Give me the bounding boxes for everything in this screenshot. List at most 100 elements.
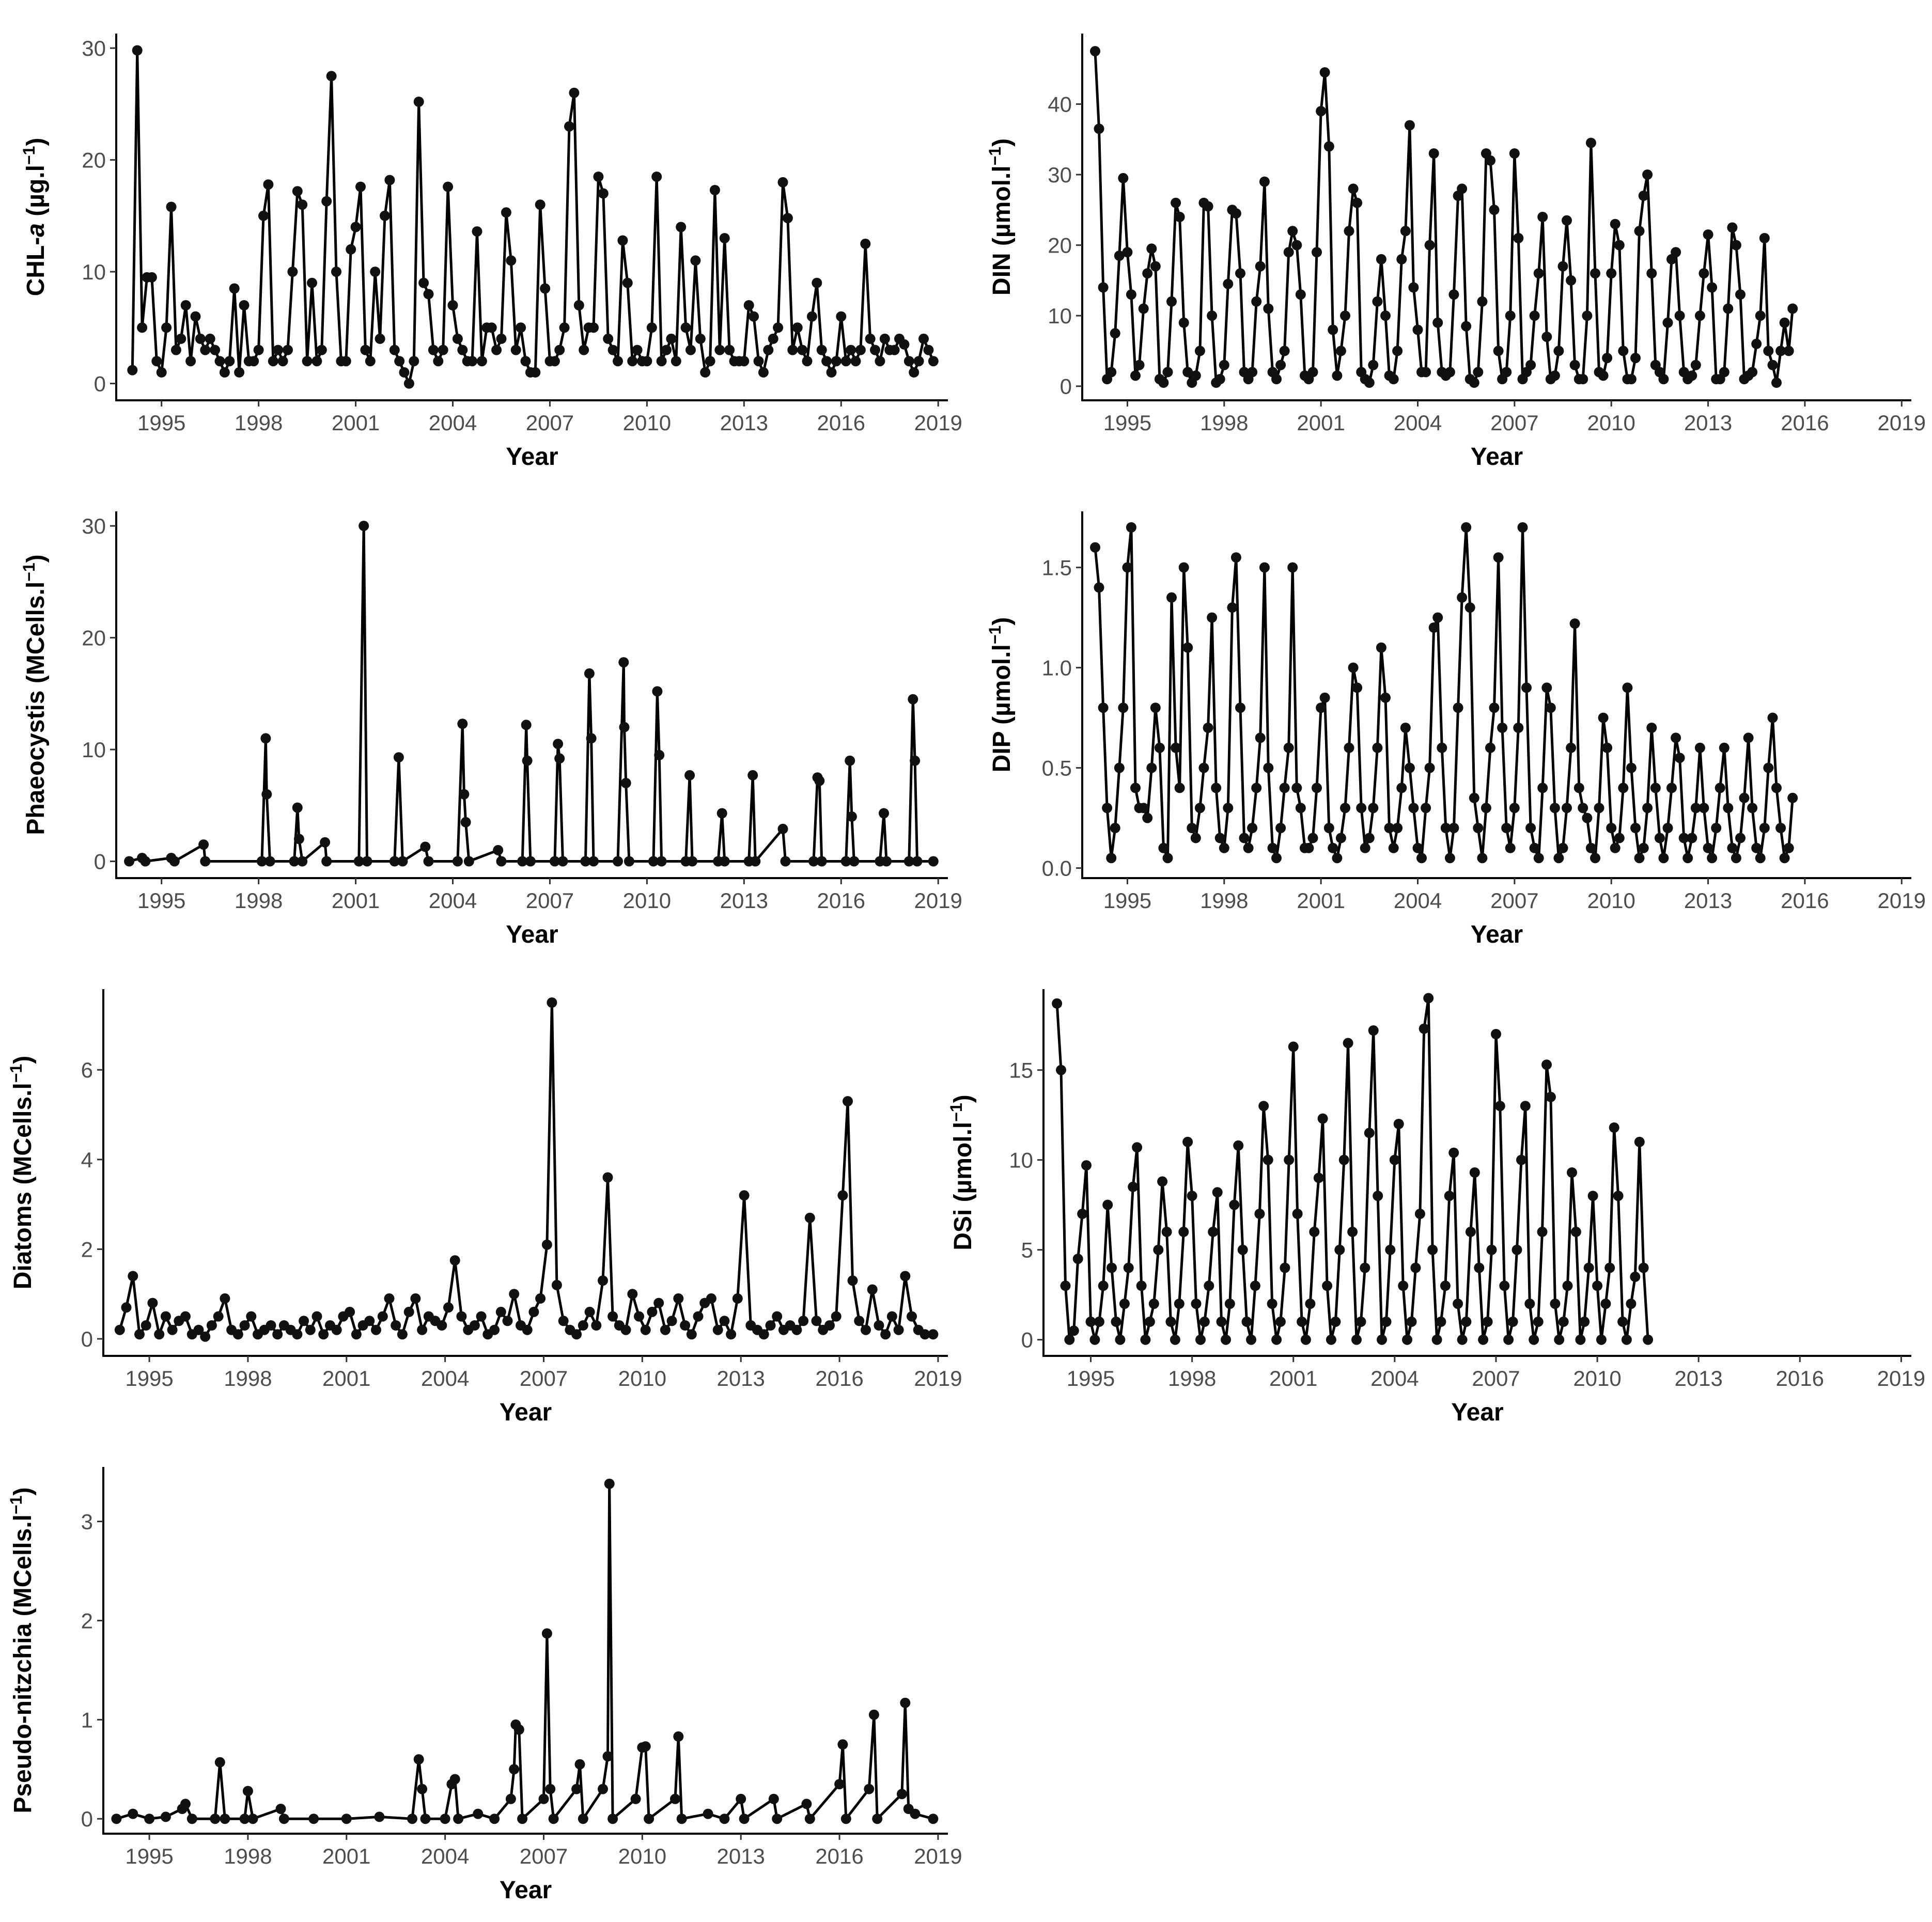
data-point bbox=[1634, 853, 1645, 864]
y-axis-title-text: Pseudo-nitzchia (MCells.l bbox=[9, 1514, 37, 1814]
x-tick-label: 1995 bbox=[137, 411, 185, 435]
data-point bbox=[517, 856, 528, 867]
data-point bbox=[1307, 833, 1318, 843]
data-point bbox=[1457, 592, 1468, 603]
data-point bbox=[200, 1331, 211, 1342]
data-point bbox=[1642, 803, 1653, 814]
data-point bbox=[493, 845, 504, 855]
x-tick-label: 2013 bbox=[716, 1366, 765, 1390]
data-point bbox=[928, 1329, 939, 1340]
data-point bbox=[712, 1324, 723, 1335]
data-point bbox=[443, 1302, 454, 1313]
series-line bbox=[118, 1001, 933, 1338]
data-point bbox=[1291, 240, 1302, 251]
x-tick-label: 2019 bbox=[914, 1844, 962, 1868]
data-point bbox=[709, 185, 720, 195]
y-tick-label: 4 bbox=[81, 1148, 93, 1172]
data-point bbox=[1457, 183, 1468, 194]
data-point bbox=[1224, 1299, 1235, 1309]
series-line bbox=[131, 49, 935, 385]
y-tick-label: 15 bbox=[1009, 1058, 1033, 1083]
data-point bbox=[1699, 803, 1709, 814]
data-point bbox=[1267, 1299, 1277, 1309]
data-point bbox=[460, 817, 471, 827]
data-point bbox=[1267, 842, 1278, 853]
data-point bbox=[777, 823, 788, 834]
data-point bbox=[928, 356, 939, 367]
data-point bbox=[1307, 367, 1318, 378]
x-tick-label: 2013 bbox=[1674, 1366, 1722, 1390]
data-point bbox=[394, 356, 405, 367]
data-point bbox=[1727, 222, 1738, 233]
y-axis-title-text: DIP (µmol.l bbox=[988, 644, 1016, 772]
data-point bbox=[1118, 173, 1129, 183]
data-point bbox=[928, 1814, 939, 1824]
data-point bbox=[846, 811, 857, 822]
data-point bbox=[214, 1757, 225, 1768]
data-point bbox=[374, 1811, 385, 1822]
data-point bbox=[297, 199, 308, 210]
data-point bbox=[169, 856, 180, 867]
data-point bbox=[365, 356, 376, 367]
data-point bbox=[1687, 370, 1697, 381]
data-point bbox=[1638, 842, 1649, 853]
data-point bbox=[124, 856, 135, 867]
data-point bbox=[1598, 712, 1609, 723]
data-point bbox=[1583, 1262, 1594, 1273]
data-point bbox=[553, 739, 564, 749]
data-point bbox=[1428, 622, 1439, 633]
data-point bbox=[1775, 823, 1786, 833]
data-point bbox=[272, 1329, 283, 1340]
data-point bbox=[1419, 1023, 1429, 1034]
data-point bbox=[864, 1784, 875, 1794]
y-axis-title-unit: (µg.l bbox=[22, 165, 50, 223]
x-tick-label: 1998 bbox=[1200, 888, 1248, 913]
data-point bbox=[1474, 1262, 1485, 1273]
data-point bbox=[160, 1311, 171, 1322]
data-point bbox=[1122, 247, 1133, 258]
data-point bbox=[586, 733, 597, 744]
data-point bbox=[1223, 803, 1234, 814]
data-point bbox=[1461, 321, 1472, 332]
data-point bbox=[307, 277, 317, 288]
data-point bbox=[1489, 702, 1500, 713]
data-point bbox=[1489, 205, 1500, 215]
data-point bbox=[1142, 812, 1153, 823]
data-point bbox=[420, 841, 431, 852]
data-point bbox=[391, 1320, 401, 1331]
y-axis-title: DSi (µmol.l−1) bbox=[947, 1095, 977, 1250]
data-point bbox=[1428, 148, 1439, 159]
data-point bbox=[1279, 346, 1290, 356]
y-axis-title-superscript: −1 bbox=[20, 562, 38, 581]
data-point bbox=[1731, 853, 1741, 864]
data-point bbox=[1241, 1316, 1252, 1327]
data-point bbox=[1216, 1316, 1227, 1327]
data-point bbox=[1497, 723, 1508, 733]
data-point bbox=[598, 188, 609, 199]
data-point bbox=[1783, 346, 1794, 356]
data-point bbox=[1516, 1154, 1526, 1165]
data-point bbox=[1372, 296, 1383, 307]
data-point bbox=[792, 322, 803, 333]
data-point bbox=[749, 311, 759, 322]
data-point bbox=[127, 365, 138, 376]
data-point bbox=[1090, 46, 1100, 57]
data-point bbox=[1658, 374, 1669, 384]
x-tick-label: 2010 bbox=[1587, 411, 1635, 435]
data-point bbox=[1735, 289, 1746, 300]
data-point bbox=[457, 345, 468, 355]
data-point bbox=[903, 356, 914, 367]
x-tick-label: 1995 bbox=[1103, 888, 1151, 913]
data-point bbox=[535, 199, 546, 210]
data-point bbox=[193, 1324, 204, 1335]
data-point bbox=[1630, 353, 1641, 364]
data-point bbox=[686, 1329, 697, 1340]
x-tick-label: 2004 bbox=[1394, 411, 1442, 435]
data-point bbox=[673, 1731, 684, 1742]
y-axis-title-close: ) bbox=[22, 554, 50, 562]
data-point bbox=[549, 356, 560, 367]
data-point bbox=[1292, 1209, 1303, 1219]
data-point bbox=[1291, 783, 1302, 793]
data-point bbox=[1207, 310, 1218, 321]
data-point bbox=[1178, 1226, 1189, 1237]
